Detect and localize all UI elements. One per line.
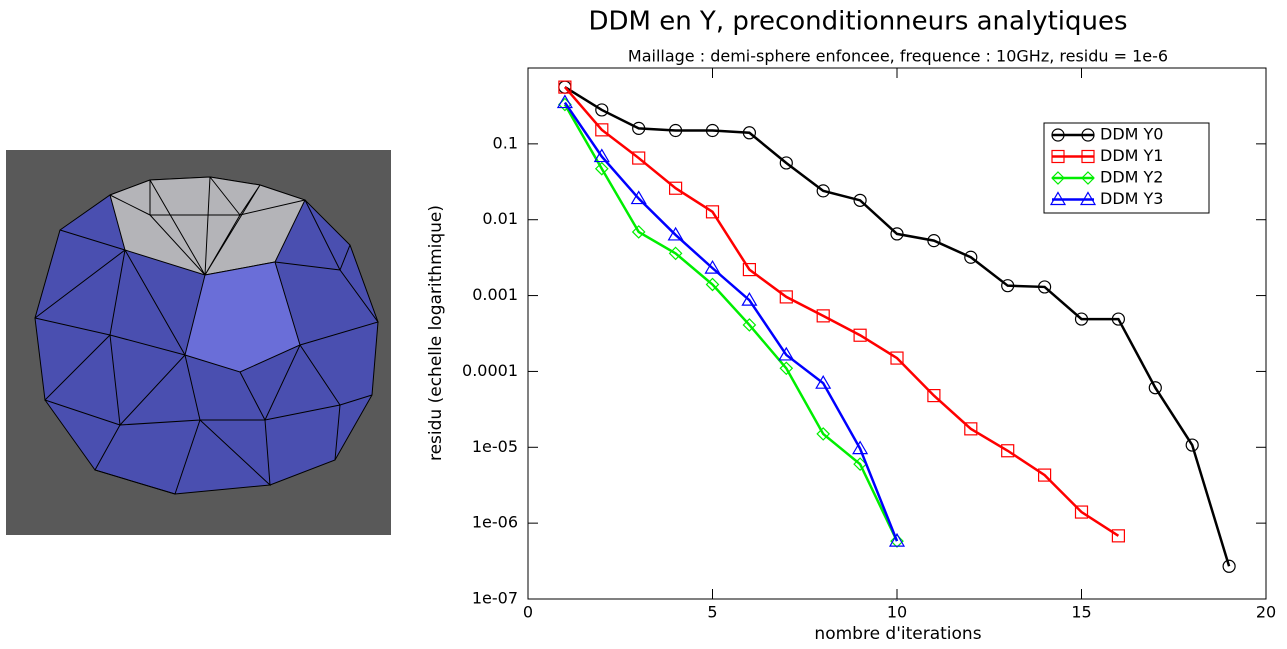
- marker: [705, 205, 720, 219]
- x-tick-label: 0: [523, 603, 533, 622]
- marker: [742, 126, 757, 140]
- marker: [1001, 279, 1015, 293]
- x-tick-label: 5: [707, 603, 717, 622]
- marker: [1051, 149, 1065, 164]
- legend-label: DDM Y2: [1100, 168, 1163, 187]
- mesh-image: [6, 150, 391, 535]
- series-line: [564, 86, 1231, 567]
- x-tick-label: 10: [887, 603, 907, 622]
- marker: [667, 226, 684, 241]
- x-tick-label: 20: [1256, 603, 1276, 622]
- marker: [890, 534, 904, 548]
- marker: [816, 309, 830, 323]
- mesh-edges: [34, 176, 379, 495]
- marker: [927, 389, 941, 403]
- y-tick-label: 1e-07: [472, 589, 518, 608]
- marker: [964, 250, 978, 264]
- legend-box: [1043, 122, 1210, 214]
- y-tick-label: 0.01: [482, 209, 518, 228]
- x-axis-label: nombre d'iterations: [814, 624, 981, 644]
- marker: [1111, 529, 1126, 543]
- marker: [593, 148, 610, 163]
- series-line: [563, 101, 899, 542]
- marker: [815, 374, 832, 389]
- marker: [1081, 149, 1095, 164]
- marker: [595, 123, 609, 137]
- marker: [890, 227, 904, 241]
- marker: [1081, 128, 1095, 142]
- marker: [558, 80, 572, 94]
- y-tick-label: 0.001: [472, 285, 518, 304]
- marker: [852, 440, 869, 455]
- marker: [779, 290, 793, 304]
- marker: [888, 532, 906, 547]
- marker: [1001, 444, 1015, 458]
- marker: [704, 259, 721, 274]
- marker: [779, 156, 793, 170]
- marker: [595, 103, 609, 117]
- marker: [1079, 191, 1097, 206]
- marker: [594, 161, 609, 176]
- marker: [816, 184, 830, 198]
- chart-title: DDM en Y, preconditionneurs analytiques: [588, 7, 1127, 37]
- x-tick-label: 15: [1071, 603, 1091, 622]
- y-tick-label: 1e-06: [472, 513, 518, 532]
- marker: [632, 151, 646, 165]
- marker: [1148, 381, 1162, 395]
- marker: [1074, 505, 1089, 519]
- marker: [631, 225, 646, 239]
- y-tick-label: 0.0001: [462, 361, 518, 380]
- marker: [742, 262, 757, 277]
- marker: [853, 193, 867, 207]
- marker: [1037, 280, 1052, 294]
- marker: [741, 291, 758, 306]
- marker: [853, 328, 867, 342]
- series-line: [563, 86, 1120, 537]
- marker: [705, 123, 720, 138]
- marker: [1111, 312, 1126, 326]
- marker: [556, 94, 573, 109]
- dome-facet: [184, 261, 301, 373]
- legend-label: DDM Y3: [1100, 189, 1163, 208]
- legend-label: DDM Y0: [1100, 125, 1163, 144]
- marker: [1051, 128, 1065, 142]
- marker: [1051, 171, 1065, 185]
- marker: [1081, 171, 1095, 185]
- marker: [668, 123, 683, 138]
- y-axis-label: residu (echelle logarithmique): [426, 205, 446, 461]
- marker: [632, 121, 646, 135]
- marker: [890, 351, 904, 365]
- marker: [1074, 312, 1089, 326]
- marker: [705, 277, 720, 292]
- marker: [742, 318, 757, 332]
- marker: [668, 246, 683, 261]
- marker: [1037, 468, 1052, 482]
- legend-label: DDM Y1: [1100, 146, 1163, 165]
- marker: [1222, 559, 1236, 573]
- marker: [778, 346, 795, 361]
- marker: [853, 457, 867, 471]
- marker: [779, 361, 794, 376]
- y-tick-label: 1e-05: [472, 437, 518, 456]
- chart-subtitle: Maillage : demi-sphere enfoncee, frequen…: [628, 47, 1168, 66]
- marker: [964, 422, 978, 436]
- marker: [816, 427, 831, 441]
- marker: [1049, 191, 1067, 206]
- marker: [668, 181, 683, 195]
- series-line: [563, 103, 899, 542]
- marker: [927, 234, 941, 248]
- y-tick-label: 0.1: [493, 133, 518, 152]
- marker: [1185, 438, 1199, 452]
- marker: [630, 190, 647, 205]
